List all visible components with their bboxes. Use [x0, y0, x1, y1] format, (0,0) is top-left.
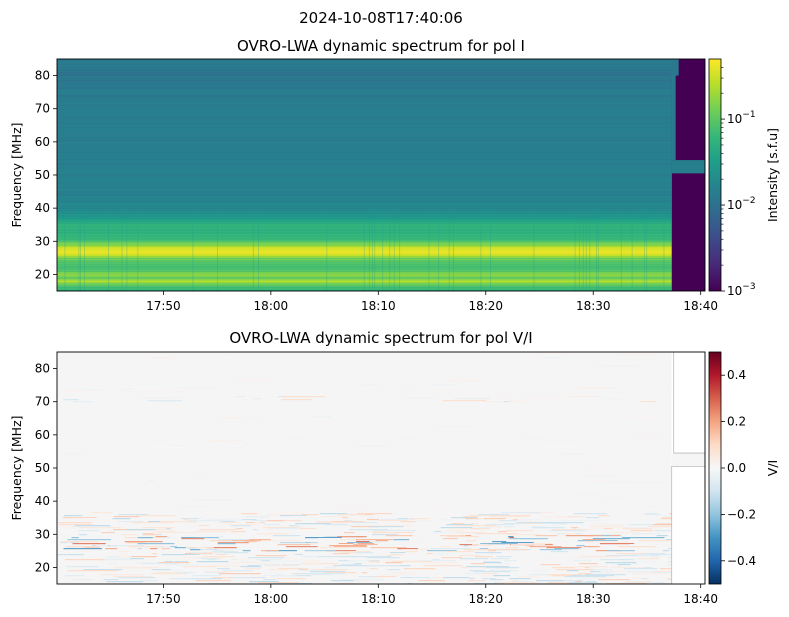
pol-vi-x-ticks: 17:50 18:00 18:10 18:20 18:30 18:40 [146, 584, 718, 606]
y-tick-label: 70 [35, 395, 50, 409]
colorbar-tick-label: 0.0 [727, 461, 746, 475]
y-tick-label: 50 [35, 168, 50, 182]
x-tick-label: 18:20 [468, 592, 503, 606]
colorbar-tick-label: 10−1 [727, 110, 756, 126]
colorbar-tick-label: −0.4 [727, 554, 756, 568]
y-tick-label: 50 [35, 461, 50, 475]
y-tick-label: 40 [35, 494, 50, 508]
y-tick-label: 20 [35, 267, 50, 281]
x-tick-label: 18:10 [361, 592, 396, 606]
y-tick-label: 60 [35, 428, 50, 442]
x-tick-label: 18:40 [683, 299, 718, 313]
colorbar-tick-label: −0.2 [727, 507, 756, 521]
colorbar-tick-label: 10−3 [727, 282, 756, 298]
colorbar-tick-label: 10−2 [727, 196, 756, 212]
pol-vi-heatmap [57, 352, 705, 585]
colorbar-tick-exponent: −2 [742, 196, 755, 206]
x-tick-label: 18:30 [576, 592, 611, 606]
x-tick-label: 18:20 [468, 299, 503, 313]
pol-vi-colorbar-ticks: −0.4 −0.2 0.0 0.2 0.4 [721, 368, 756, 568]
y-tick-label: 70 [35, 102, 50, 116]
y-tick-label: 20 [35, 560, 50, 574]
colorbar-tick-label: 0.4 [727, 368, 746, 382]
pol-vi-colorbar-label: V/I [765, 460, 780, 476]
x-tick-label: 17:50 [146, 299, 181, 313]
panel-pol-i: OVRO-LWA dynamic spectrum for pol I 20 30… [9, 37, 780, 313]
y-tick-label: 30 [35, 527, 50, 541]
figure-suptitle: 2024-10-08T17:40:06 [299, 9, 463, 27]
pol-i-heatmap [57, 59, 705, 292]
pol-vi-y-ticks: 20 30 40 50 60 70 80 [35, 362, 57, 574]
panel-pol-vi-title: OVRO-LWA dynamic spectrum for pol V/I [229, 329, 532, 347]
y-tick-label: 40 [35, 201, 50, 215]
colorbar-tick-exponent: −1 [742, 110, 755, 120]
x-tick-label: 18:00 [254, 299, 289, 313]
panel-pol-vi: OVRO-LWA dynamic spectrum for pol V/I 20… [9, 329, 780, 606]
panel-pol-i-title: OVRO-LWA dynamic spectrum for pol I [237, 37, 525, 55]
pol-i-y-axis-label: Frequency [MHz] [9, 122, 24, 227]
pol-i-x-ticks: 17:50 18:00 18:10 18:20 18:30 18:40 [146, 291, 718, 313]
x-tick-label: 18:40 [683, 592, 718, 606]
pol-vi-y-axis-label: Frequency [MHz] [9, 415, 24, 520]
x-tick-label: 18:30 [576, 299, 611, 313]
colorbar-tick-exponent: −3 [742, 282, 755, 292]
pol-i-colorbar-label: Intensity [s.f.u] [765, 128, 780, 222]
pol-i-colorbar [708, 58, 722, 292]
x-tick-label: 18:10 [361, 299, 396, 313]
x-tick-label: 18:00 [254, 592, 289, 606]
colorbar-tick-label: 0.2 [727, 415, 746, 429]
pol-i-y-ticks: 20 30 40 50 60 70 80 [35, 69, 57, 281]
y-tick-label: 60 [35, 135, 50, 149]
pol-vi-colorbar [708, 351, 722, 585]
y-tick-label: 80 [35, 362, 50, 376]
y-tick-label: 80 [35, 69, 50, 83]
pol-i-colorbar-ticks: 10−3 10−2 10−1 [721, 67, 756, 298]
x-tick-label: 17:50 [146, 592, 181, 606]
y-tick-label: 30 [35, 234, 50, 248]
